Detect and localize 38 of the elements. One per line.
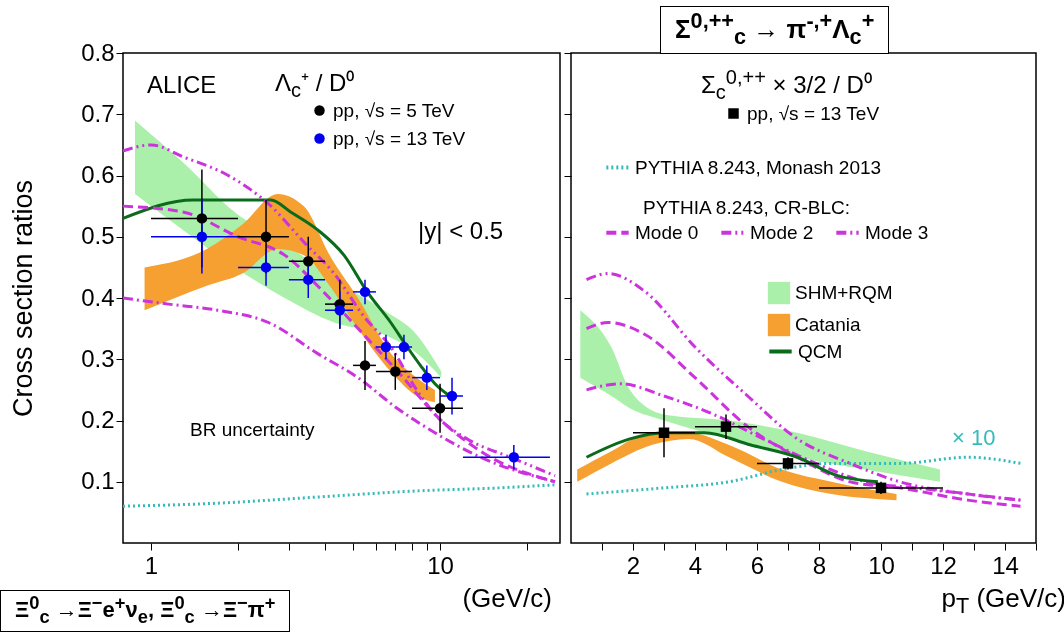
annotation: PYTHIA 8.243, CR-BLC: <box>643 197 850 219</box>
y-tick-label: 0.4 <box>81 283 115 311</box>
y-tick-label: 0.3 <box>81 344 115 372</box>
legend-label: Mode 2 <box>750 221 814 243</box>
legend-label: PYTHIA 8.243, Monash 2013 <box>635 156 882 178</box>
y-tick-label: 0.2 <box>81 406 115 433</box>
y-tick-label: 0.6 <box>81 161 115 188</box>
legend-label: pp, √s = 5 TeV <box>333 99 455 121</box>
y-tick-label: 0.1 <box>81 467 115 495</box>
legend-label: pp, √s = 13 TeV <box>333 127 466 149</box>
x-axis-title: (GeV/c) <box>462 583 552 613</box>
x-tick-label: 6 <box>750 551 765 579</box>
legend-label: Mode 3 <box>865 221 929 243</box>
legend-title: Σ$_{c}$$^{0,++}$ × 3/2 / D⁰ <box>701 66 872 103</box>
x-tick-label: 2 <box>626 551 641 579</box>
legend-label: Catania <box>795 314 861 335</box>
x-axis-title: p$_{T}$ (GeV/c) <box>941 583 1064 619</box>
y-tick-label: 0.8 <box>81 38 115 66</box>
legend-label: pp, √s = 13 TeV <box>747 102 880 124</box>
x-tick-label: 8 <box>812 551 827 579</box>
y-axis-title: Cross section ratios <box>7 179 38 418</box>
text: Ξ$^{0}$$_{c}$ →Ξ$^{−}$e$^{+}$ν$_{e}$, Ξ$^{0}$$_{c}$ →Ξ$^{−}$π$^{+}$ <box>15 592 276 627</box>
legend-label: Mode 0 <box>635 221 699 243</box>
x-tick-label: 12 <box>930 551 957 579</box>
annotation: × 10 <box>952 425 996 451</box>
y-tick-label: 0.7 <box>81 99 115 127</box>
x-tick-label: 10 <box>868 551 895 579</box>
annotation: |y| < 0.5 <box>418 217 504 245</box>
legend-label: QCM <box>798 340 843 362</box>
annotation: ALICE <box>147 71 217 99</box>
x-tick-label: 14 <box>992 551 1019 579</box>
x-tick-label: 10 <box>427 551 454 579</box>
x-tick-label: 1 <box>144 551 159 579</box>
legend-title: Λ$_{c}$⁺ / D⁰ <box>275 69 355 101</box>
x-tick-label: 4 <box>688 551 703 579</box>
legend-label: SHM+RQM <box>795 282 893 303</box>
annotation: BR uncertainty <box>190 419 315 441</box>
y-tick-label: 0.5 <box>81 222 115 250</box>
